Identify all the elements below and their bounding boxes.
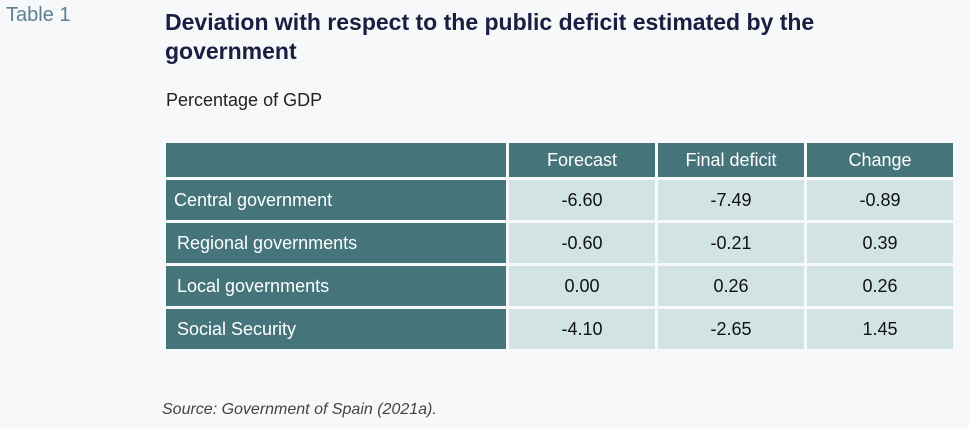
table-row: Central government -6.60 -7.49 -0.89	[166, 180, 953, 220]
final-deficit-cell: 0.26	[658, 266, 804, 306]
forecast-cell: -0.60	[509, 223, 655, 263]
change-cell: 0.39	[807, 223, 953, 263]
change-cell: 1.45	[807, 309, 953, 349]
table-row: Regional governments -0.60 -0.21 0.39	[166, 223, 953, 263]
final-deficit-cell: -2.65	[658, 309, 804, 349]
final-deficit-cell: -0.21	[658, 223, 804, 263]
table-row: Social Security -4.10 -2.65 1.45	[166, 309, 953, 349]
forecast-cell: 0.00	[509, 266, 655, 306]
table-title: Deviation with respect to the public def…	[165, 9, 815, 64]
header-final-deficit: Final deficit	[658, 143, 804, 177]
table-number-label: Table 1	[6, 4, 71, 26]
row-label: Social Security	[166, 309, 506, 349]
row-label: Regional governments	[166, 223, 506, 263]
header-forecast: Forecast	[509, 143, 655, 177]
change-cell: -0.89	[807, 180, 953, 220]
forecast-cell: -4.10	[509, 309, 655, 349]
change-cell: 0.26	[807, 266, 953, 306]
source-note: Source: Government of Spain (2021a).	[162, 401, 437, 418]
header-change: Change	[807, 143, 953, 177]
deficit-table: Forecast Final deficit Change Central go…	[163, 140, 956, 352]
header-corner-cell	[166, 143, 506, 177]
header-row: Forecast Final deficit Change	[166, 143, 953, 177]
table-row: Local governments 0.00 0.26 0.26	[166, 266, 953, 306]
forecast-cell: -6.60	[509, 180, 655, 220]
final-deficit-cell: -7.49	[658, 180, 804, 220]
row-label: Local governments	[166, 266, 506, 306]
row-label: Central government	[166, 180, 506, 220]
table-subtitle: Percentage of GDP	[166, 90, 323, 110]
